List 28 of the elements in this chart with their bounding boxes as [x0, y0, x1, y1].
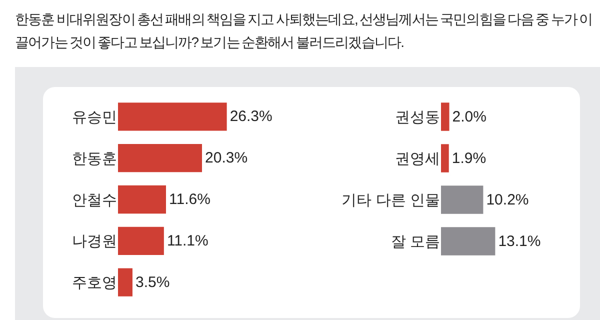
bar [118, 185, 166, 214]
data-label: 2.0% [452, 108, 486, 126]
bar [118, 268, 132, 296]
bar [118, 226, 164, 255]
bar [118, 102, 227, 131]
y-tick-label: 나경원 [72, 233, 117, 250]
data-label: 10.2% [486, 191, 529, 208]
y-tick-label: 한동훈 [72, 150, 117, 168]
y-tick-label: 안철수 [72, 192, 117, 209]
data-label: 26.3% [230, 108, 272, 126]
y-tick-label: 권성동 [395, 109, 440, 126]
bar [441, 144, 449, 172]
y-tick-label: 주호영 [72, 274, 117, 292]
bar [441, 102, 450, 131]
data-label: 11.1% [166, 232, 208, 250]
data-label: 13.1% [498, 232, 541, 250]
bar [441, 227, 496, 256]
data-label: 3.5% [135, 274, 170, 291]
data-label: 1.9% [452, 150, 486, 167]
data-label: 11.6% [169, 191, 210, 208]
text: 한동훈 비대위원장이 총선 패배의 책임을 지고 사퇴했는데요, 선생님께서는 국민의힘을 다음 중 누가 이끌어가는 것이 좋다고 보십니까? 보기는 순환해서 불러드리겠습니다. [15, 10, 594, 52]
data-label: 20.3% [205, 150, 248, 167]
y-tick-label: 유승민 [72, 108, 117, 126]
y-tick-label: 권영세 [395, 150, 440, 168]
y-tick-label: 잘 모름 [390, 234, 440, 250]
y-tick-label: 기타 다른 인물 [342, 192, 440, 209]
bar [118, 144, 202, 172]
bar [441, 186, 484, 214]
